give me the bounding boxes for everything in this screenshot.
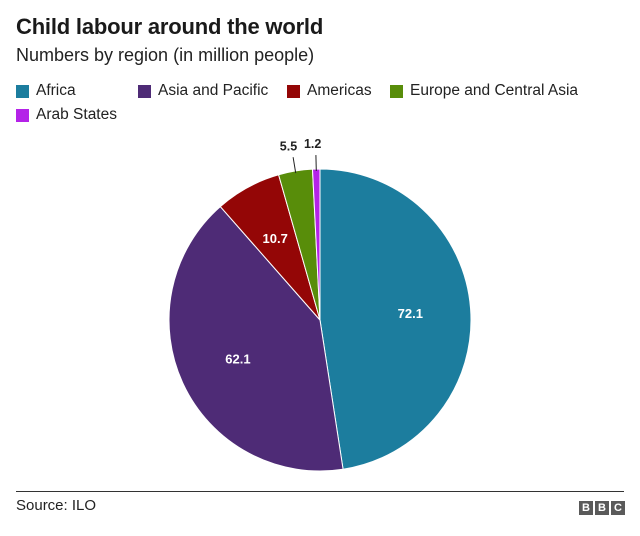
chart-subtitle: Numbers by region (in million people) (16, 45, 315, 65)
legend-label-asia-pacific: Asia and Pacific (158, 82, 269, 99)
data-label-europe-and-central-asia: 5.5 (280, 139, 297, 153)
legend-label-africa: Africa (36, 82, 76, 99)
legend-label-europe-central-asia: Europe and Central Asia (410, 82, 579, 99)
legend-swatch-americas (287, 84, 300, 98)
legend-swatch-africa (16, 84, 29, 98)
legend-label-arab-states: Arab States (36, 106, 117, 123)
legend-item-asia-pacific: Asia and Pacific (138, 82, 268, 100)
bbc-logo-letter: B (595, 501, 609, 515)
bbc-logo-letter: B (579, 501, 593, 515)
legend: Africa Asia and Pacific Americas Europe … (16, 82, 626, 130)
data-label-africa: 72.1 (398, 306, 423, 321)
source-note: Source: ILO (16, 497, 97, 514)
legend-item-africa: Africa (16, 82, 76, 100)
data-label-americas: 10.7 (263, 231, 288, 246)
footer-divider (16, 491, 624, 492)
leader-line-europe-and-central-asia (292, 157, 297, 174)
legend-label-americas: Americas (307, 82, 372, 99)
data-label-arab-states: 1.2 (304, 137, 321, 151)
legend-swatch-asia-pacific (138, 84, 151, 98)
legend-item-americas: Americas (287, 82, 372, 100)
chart-title: Child labour around the world (16, 14, 324, 39)
pie-slice-asia-and-pacific (168, 205, 344, 472)
legend-swatch-arab-states (16, 108, 29, 122)
bbc-logo: B B C (579, 501, 625, 515)
legend-swatch-europe-central-asia (390, 84, 403, 98)
legend-item-arab-states: Arab States (16, 106, 117, 124)
data-label-asia-and-pacific: 62.1 (225, 351, 250, 366)
pie-slice-africa (319, 168, 472, 470)
bbc-logo-letter: C (611, 501, 625, 515)
legend-item-europe-central-asia: Europe and Central Asia (390, 82, 578, 100)
